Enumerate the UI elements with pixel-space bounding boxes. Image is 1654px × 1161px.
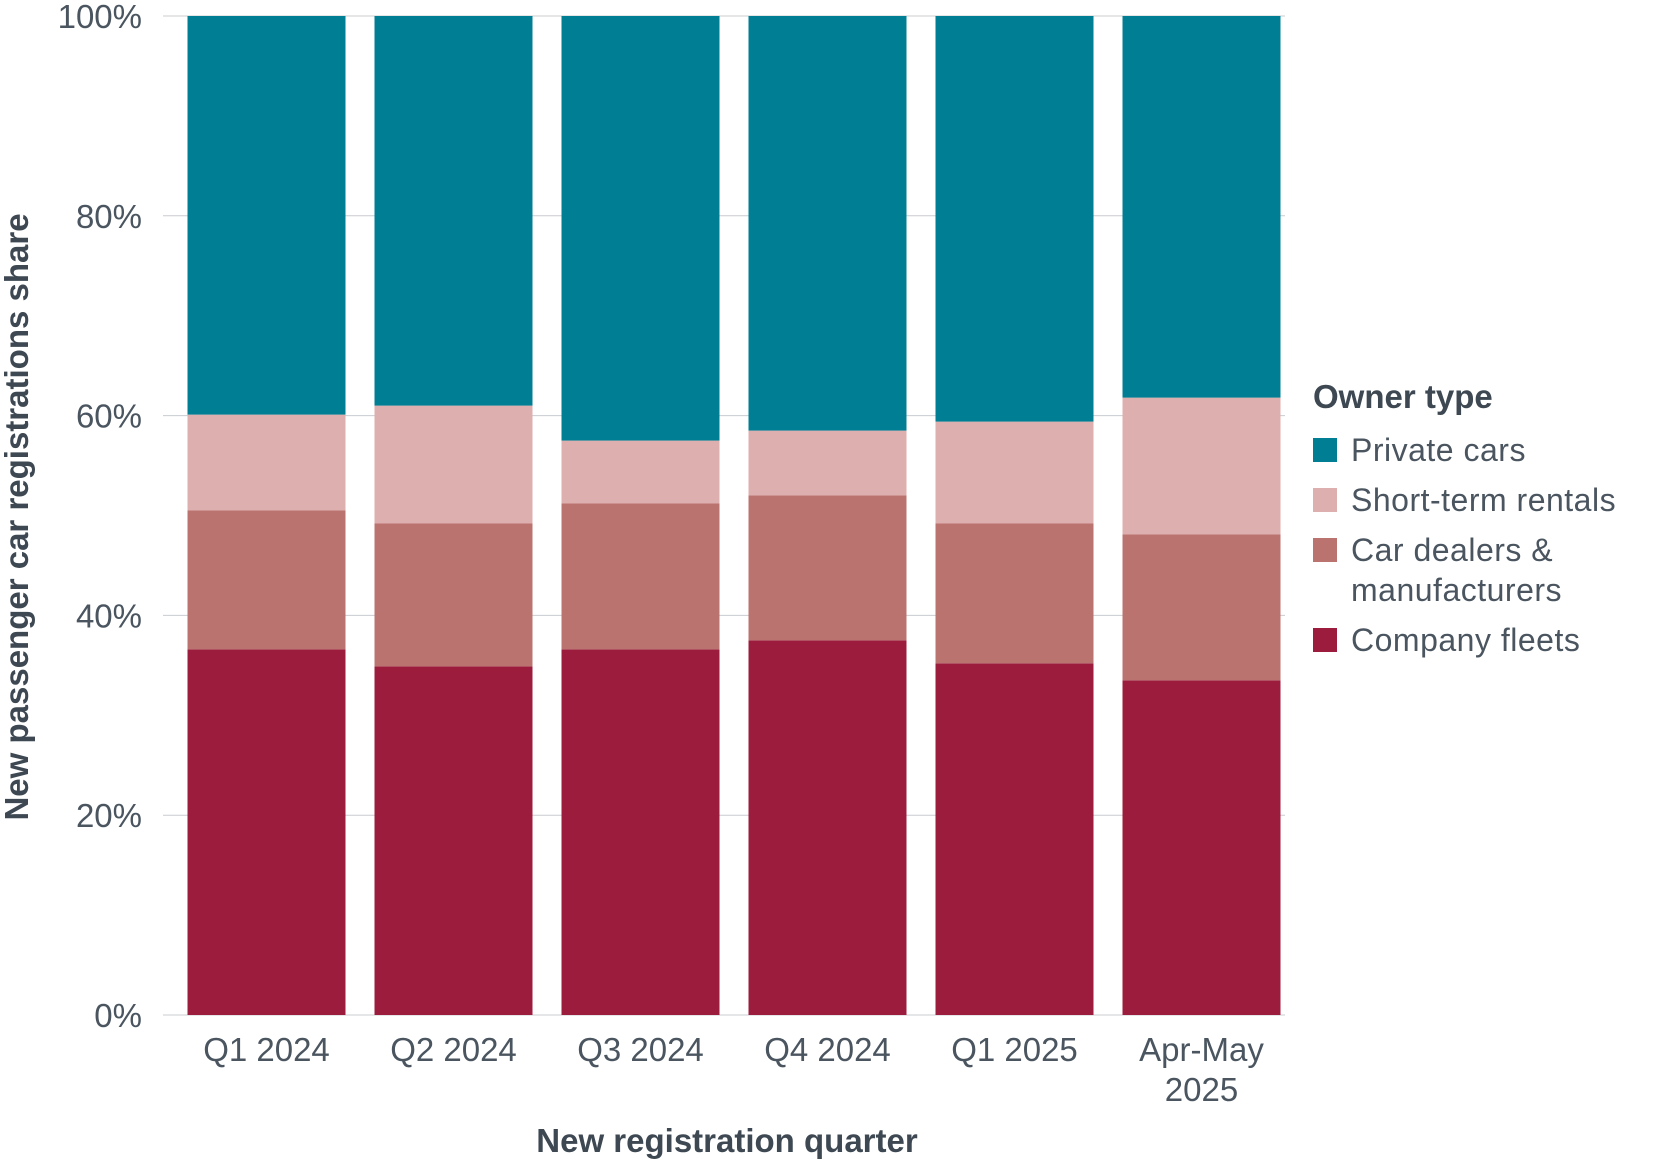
x-tick-label: Q2 2024	[390, 1031, 517, 1068]
legend-item-company-fleets: Company fleets	[1313, 620, 1653, 660]
legend-item-private-cars: Private cars	[1313, 430, 1653, 470]
bar-segment-car-dealers-manufacturers	[561, 503, 720, 650]
bar-segment-company-fleets	[561, 649, 720, 1015]
bar-segment-short-term-rentals	[748, 430, 907, 496]
x-tick-label: Q1 2024	[203, 1031, 330, 1068]
y-axis-title: New passenger car registrations share	[0, 213, 35, 820]
x-tick-label: Apr-May 2025	[1139, 1031, 1264, 1108]
legend-swatch	[1313, 438, 1337, 462]
bar-segment-car-dealers-manufacturers	[187, 510, 346, 650]
bar-segment-company-fleets	[374, 666, 533, 1015]
legend-swatch	[1313, 488, 1337, 512]
bar-segment-company-fleets	[748, 640, 907, 1015]
legend-label: Private cars	[1351, 432, 1526, 468]
bar-segment-private-cars	[1122, 16, 1281, 398]
bar-segment-short-term-rentals	[935, 421, 1094, 524]
bar-segment-car-dealers-manufacturers	[1122, 534, 1281, 681]
bar-segment-short-term-rentals	[561, 440, 720, 504]
y-tick-label: 60%	[76, 398, 142, 435]
legend: Owner type Private cars Short-term renta…	[1313, 378, 1653, 670]
y-tick-label: 20%	[76, 797, 142, 834]
legend-item-car-dealers: Car dealers & manufacturers	[1313, 530, 1653, 610]
bar-segment-private-cars	[374, 16, 533, 406]
bar-segment-car-dealers-manufacturers	[374, 523, 533, 667]
bar-segment-car-dealers-manufacturers	[748, 495, 907, 641]
gridlines	[163, 15, 1285, 1016]
bar-segment-private-cars	[187, 16, 346, 415]
bar-segment-company-fleets	[187, 649, 346, 1015]
y-tick-label: 0%	[94, 997, 142, 1034]
x-tick-label: Q3 2024	[577, 1031, 704, 1068]
legend-label: Car dealers & manufacturers	[1351, 532, 1563, 608]
y-tick-labels: 0% 20% 40% 60% 80% 100%	[58, 0, 142, 1034]
bar-segment-private-cars	[561, 16, 720, 441]
x-tick-labels: Q1 2024 Q2 2024 Q3 2024 Q4 2024 Q1 2025 Apr-M…	[203, 1031, 1264, 1108]
x-tick-label: Q1 2025	[951, 1031, 1078, 1068]
y-tick-label: 40%	[76, 597, 142, 634]
legend-label: Company fleets	[1351, 622, 1581, 658]
bar-segment-short-term-rentals	[187, 414, 346, 511]
bar-segment-private-cars	[748, 16, 907, 431]
x-axis-title: New registration quarter	[536, 1122, 918, 1159]
legend-swatch	[1313, 628, 1337, 652]
legend-swatch	[1313, 538, 1337, 562]
bar-segment-company-fleets	[1122, 680, 1281, 1015]
legend-label: Short-term rentals	[1351, 482, 1617, 518]
legend-title: Owner type	[1313, 378, 1493, 415]
bar-segment-company-fleets	[935, 663, 1094, 1015]
bars	[187, 16, 1281, 1015]
bar-segment-short-term-rentals	[1122, 397, 1281, 535]
bar-segment-short-term-rentals	[374, 405, 533, 524]
x-tick-label: Q4 2024	[764, 1031, 891, 1068]
bar-segment-private-cars	[935, 16, 1094, 422]
legend-item-short-term-rentals: Short-term rentals	[1313, 480, 1653, 520]
y-tick-label: 80%	[76, 198, 142, 235]
bar-segment-car-dealers-manufacturers	[935, 523, 1094, 664]
y-tick-label: 100%	[58, 0, 142, 35]
